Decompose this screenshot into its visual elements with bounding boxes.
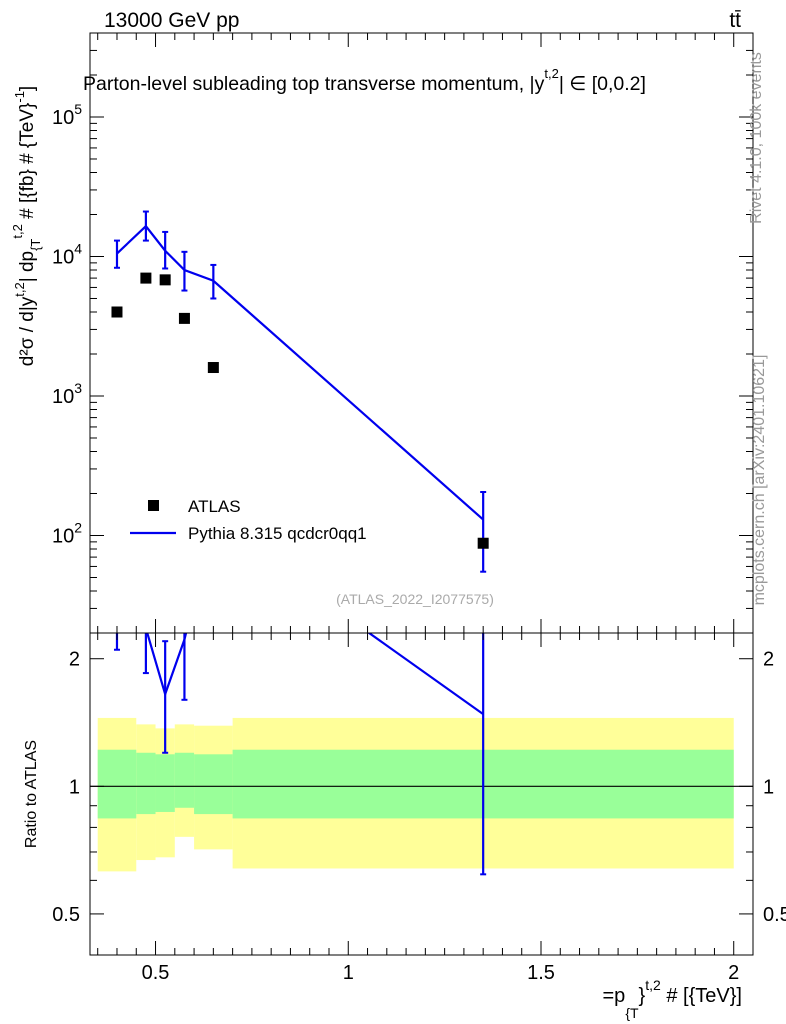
ratio-frame (89, 632, 754, 956)
main-frame (89, 32, 754, 634)
ratio-x-tick-label: 2 (728, 962, 739, 984)
ratio-y-tick-label-right: 0.5 (763, 904, 786, 926)
main-panel: 102 103 104 105 Parton-level subleading top… (10, 32, 754, 634)
legend-atlas-label: ATLAS (188, 497, 241, 516)
ratio-x-tick-label: 1.5 (527, 962, 555, 984)
legend-mc-label: Pythia 8.315 qcdcr0qq1 (188, 524, 367, 543)
plot-title: Parton-level subleading top transverse m… (83, 66, 646, 95)
main-y-tick-label: 103 (52, 380, 82, 408)
main-y-tick-label: 105 (52, 101, 82, 129)
ratio-y-tick-label: 1 (69, 776, 80, 798)
ratio-y-tick-label: 0.5 (52, 904, 80, 926)
atlas-data-point (159, 274, 171, 286)
process-label: tt̄ (729, 9, 741, 32)
ratio-x-tick-label: 0.5 (142, 962, 170, 984)
ratio-inner-band (136, 752, 156, 815)
ratio-y-tick-label-right: 1 (763, 776, 774, 798)
ratio-y-tick-label: 2 (69, 649, 80, 671)
atlas-data-point (477, 537, 489, 549)
analysis-watermark: (ATLAS_2022_I2077575) (336, 591, 494, 607)
rivet-label: Rivet 4.1.0, 100k events (748, 52, 765, 224)
ratio-inner-band (155, 754, 175, 812)
ratio-x-tick-label: 1 (343, 962, 354, 984)
main-y-ticks: 102 103 104 105 (52, 32, 753, 634)
mc-line (116, 224, 484, 521)
ratio-y-axis-label: Ratio to ATLAS (23, 740, 40, 848)
main-y-tick-label: 102 (52, 519, 82, 547)
atlas-data-point (207, 362, 219, 374)
atlas-data-point (111, 306, 123, 318)
ratio-clipped-group (90, 633, 753, 876)
ratio-panel: 0.5 0.5 1 1 2 2 0.5 1 1.5 2 Ratio to ATLAS =p{T}… (23, 632, 786, 1021)
ratio-marks (90, 633, 753, 876)
ratio-x-ticks: 0.5 1 1.5 2 (97, 633, 739, 984)
x-axis-label: =p{T}t,2 # [{TeV}] (603, 977, 743, 1021)
ratio-inner-band (174, 752, 195, 808)
source-label: mcplots.cern.ch [arXiv:2401.10621] (751, 355, 768, 606)
main-marks (111, 210, 489, 573)
ratio-y-ticks: 0.5 0.5 1 1 2 2 (52, 649, 786, 926)
ratio-inner-band (97, 749, 137, 819)
legend: ATLAS Pythia 8.315 qcdcr0qq1 (130, 497, 367, 543)
ratio-mc-line (146, 633, 484, 716)
main-y-axis-label: d²σ / d|yt,2| dp{Tt,2 # [{fb} # {TeV}-1] (10, 86, 43, 366)
atlas-data-point (140, 272, 152, 284)
energy-label: 13000 GeV pp (104, 9, 239, 32)
atlas-data-point (178, 312, 190, 324)
ratio-inner-band (194, 754, 233, 815)
main-y-tick-label: 104 (52, 240, 82, 268)
legend-atlas-marker (148, 500, 159, 511)
ratio-y-tick-label-right: 2 (763, 649, 774, 671)
